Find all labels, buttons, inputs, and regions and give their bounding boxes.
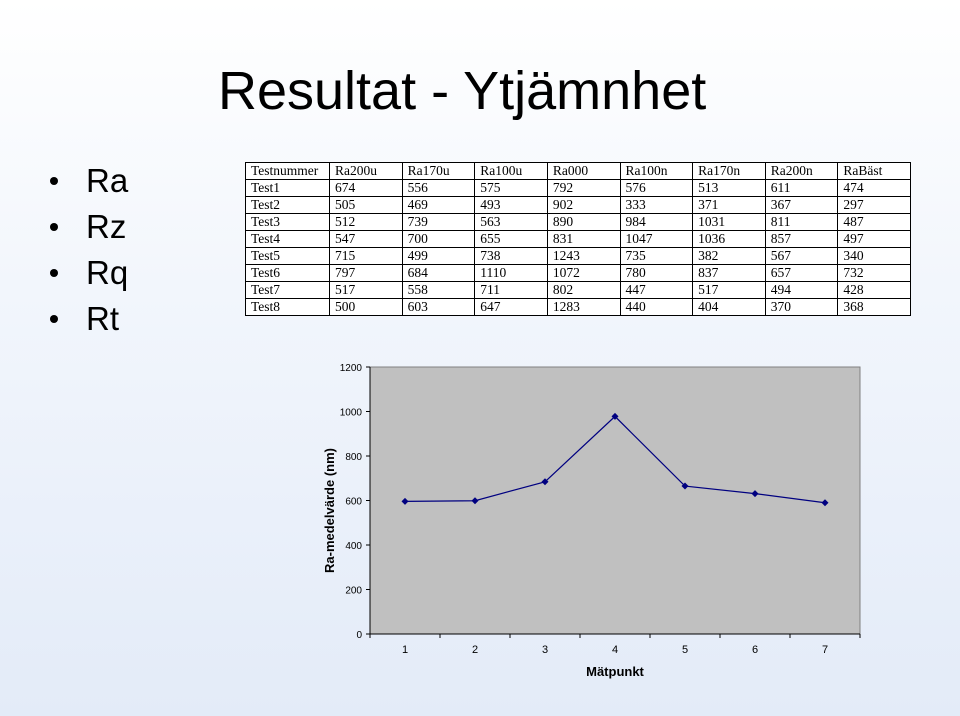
table-cell: 811 — [764, 213, 839, 231]
table-cell: Test1 — [245, 179, 330, 197]
bullet-dot — [50, 315, 58, 323]
table-cell: Test8 — [245, 298, 330, 316]
table-cell: Test4 — [245, 230, 330, 248]
table-cell: 837 — [692, 264, 766, 282]
table-cell: 499 — [401, 247, 476, 265]
y-axis: 0 200 400 600 800 1000 1200 — [340, 363, 371, 641]
data-point — [401, 497, 409, 505]
x-axis: 1 2 3 4 5 6 7 — [369, 633, 861, 656]
x-tick-label: 6 — [752, 644, 758, 656]
table-cell: 382 — [692, 247, 766, 265]
y-tick-label: 1200 — [340, 363, 363, 374]
y-tick-label: 0 — [356, 630, 362, 641]
x-tick-label: 4 — [612, 644, 618, 656]
table-row: Test8 500 603 647 1283 440 404 370 368 — [245, 298, 911, 316]
table-cell: 1047 — [619, 230, 694, 248]
table-cell: 371 — [692, 196, 766, 214]
table-cell: 1243 — [546, 247, 621, 265]
table-cell: 428 — [837, 281, 911, 299]
data-point — [681, 482, 689, 490]
table-cell: 576 — [619, 179, 694, 197]
y-tick-label: 800 — [345, 452, 362, 463]
x-tick-label: 3 — [542, 644, 548, 656]
slide-title: Resultat - Ytjämnhet — [218, 61, 707, 121]
table-cell: 368 — [837, 298, 911, 316]
table-row: Test5 715 499 738 1243 735 382 567 340 — [245, 247, 911, 265]
bullet-text: Rq — [86, 254, 129, 291]
x-tick-label: 5 — [682, 644, 688, 656]
x-tick-label: 2 — [472, 644, 478, 656]
series-group — [401, 412, 829, 507]
data-point — [751, 490, 759, 498]
bullet-text: Rz — [86, 208, 127, 245]
table-cell: 1110 — [474, 264, 548, 282]
data-point — [471, 497, 479, 505]
x-axis-label: Mätpunkt — [586, 664, 644, 679]
table-row: Test2 505 469 493 902 333 371 367 297 — [245, 196, 911, 214]
column-header: Ra100u — [474, 162, 548, 180]
column-header: Ra200n — [764, 162, 839, 180]
table-cell: 739 — [401, 213, 476, 231]
table-row: Test3 512 739 563 890 984 1031 811 487 — [245, 213, 911, 231]
y-tick-label: 400 — [345, 541, 362, 552]
table-cell: Test7 — [245, 281, 330, 299]
bullet-item: Rq — [50, 250, 128, 296]
column-header: RaBäst — [837, 162, 911, 180]
y-tick-label: 1000 — [340, 408, 363, 419]
y-axis-label: Ra-medelvärde (nm) — [322, 448, 337, 573]
bullet-dot — [50, 269, 58, 277]
column-header: Ra100n — [619, 162, 694, 180]
bullet-dot — [50, 223, 58, 231]
results-table: Testnummer Ra200u Ra170u Ra100u Ra000 Ra100n R… — [245, 162, 911, 316]
table-cell: 711 — [474, 281, 548, 299]
table-cell: 647 — [474, 298, 548, 316]
bullet-text: Ra — [86, 162, 129, 199]
bullet-item: Ra — [50, 158, 128, 204]
table-cell: 715 — [329, 247, 403, 265]
bullet-item: Rz — [50, 204, 128, 250]
bullet-dot — [50, 177, 58, 185]
table-cell: 547 — [329, 230, 403, 248]
table-cell: 500 — [329, 298, 403, 316]
data-point — [821, 499, 829, 507]
table-cell: 792 — [546, 179, 621, 197]
table-cell: 517 — [692, 281, 766, 299]
table-cell: 603 — [401, 298, 476, 316]
bullet-item: Rt — [50, 296, 128, 342]
y-tick-label: 600 — [345, 497, 362, 508]
data-point — [541, 478, 549, 486]
table-cell: 297 — [837, 196, 911, 214]
bullet-text: Rt — [86, 300, 119, 337]
bullet-list: Ra Rz Rq Rt — [50, 158, 128, 342]
table-cell: 575 — [474, 179, 548, 197]
x-tick-label: 7 — [822, 644, 828, 656]
data-point — [611, 412, 619, 420]
y-tick-label: 200 — [345, 586, 362, 597]
x-tick-label: 1 — [402, 644, 408, 656]
table-cell: 1036 — [692, 230, 766, 248]
table-row: Test6 797 684 1110 1072 780 837 657 732 — [245, 264, 911, 282]
table-cell: 474 — [837, 179, 911, 197]
table-cell: 370 — [764, 298, 839, 316]
table-cell: 440 — [619, 298, 694, 316]
table-cell: 497 — [837, 230, 911, 248]
table-cell: 1283 — [546, 298, 621, 316]
table-cell: 567 — [764, 247, 839, 265]
